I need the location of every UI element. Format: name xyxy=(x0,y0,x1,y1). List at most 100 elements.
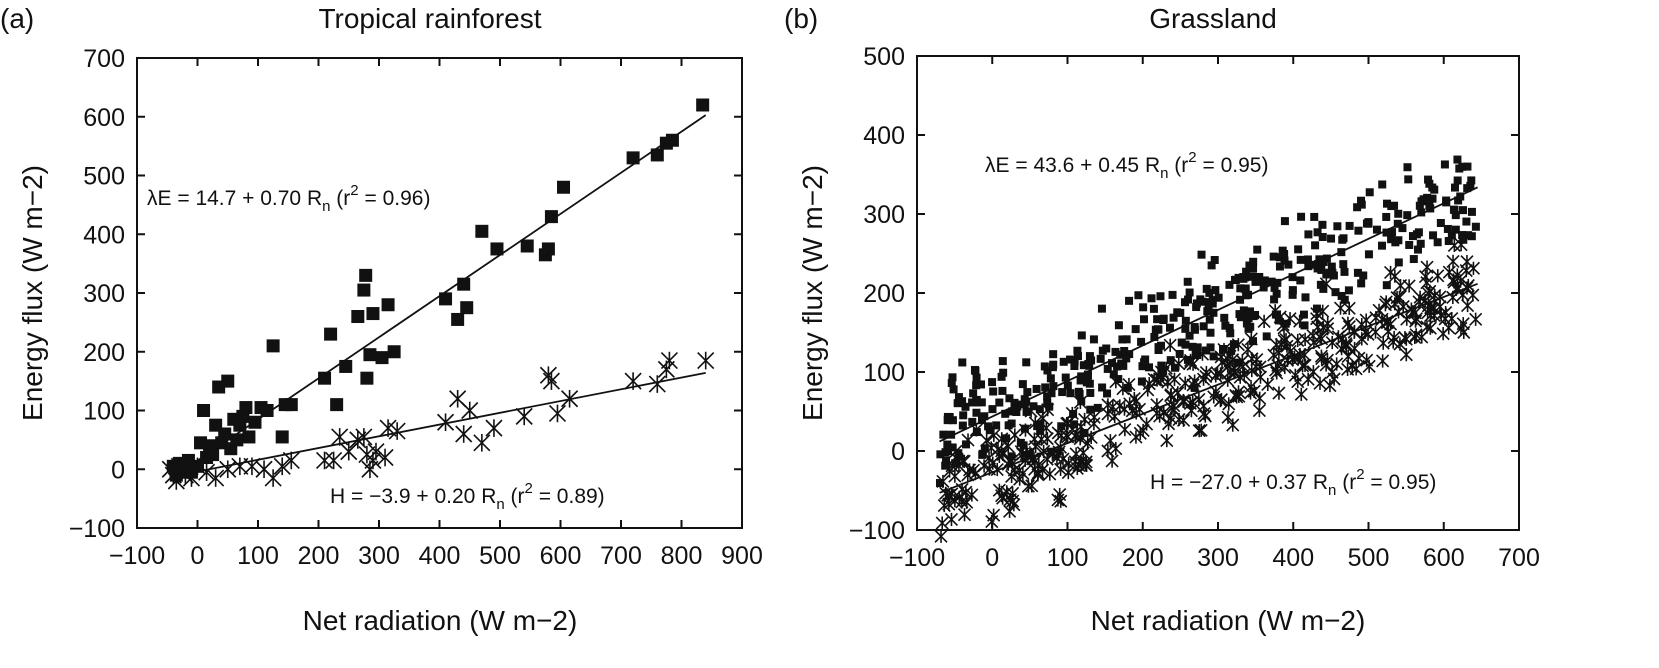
le-point xyxy=(1280,256,1289,265)
le-point xyxy=(1045,402,1054,411)
x-tick-label: 600 xyxy=(1423,544,1465,572)
x-tick-label: 200 xyxy=(298,542,340,570)
h-equation-b: H = −27.0 + 0.37 Rn (r2 = 0.95) xyxy=(1150,466,1436,499)
x-tick-label: 700 xyxy=(1498,544,1540,572)
h-point xyxy=(1197,406,1211,421)
x-tick-label: 400 xyxy=(1272,544,1314,572)
le-point xyxy=(1098,383,1107,392)
le-point xyxy=(1236,313,1245,322)
le-point xyxy=(976,380,985,389)
le-point xyxy=(387,345,401,359)
h-point xyxy=(1056,452,1070,466)
le-point xyxy=(1329,271,1338,280)
le-point xyxy=(1221,321,1230,330)
panel-grassland: (b) Grassland −100 0 100 200 300 400 500 600 700… xyxy=(784,3,1540,636)
le-point xyxy=(1183,277,1192,286)
le-point xyxy=(230,433,244,447)
h-point xyxy=(1272,346,1286,360)
le-point xyxy=(1066,389,1075,398)
h-point xyxy=(1319,277,1333,291)
le-point xyxy=(1296,276,1305,285)
le-point xyxy=(1116,350,1125,359)
le-point xyxy=(1209,352,1218,361)
le-point xyxy=(1076,376,1085,385)
x-tick-label: 100 xyxy=(237,542,279,570)
h-point xyxy=(1221,410,1235,424)
h-point xyxy=(1368,325,1383,339)
le-point xyxy=(995,398,1004,407)
le-point xyxy=(1140,358,1149,367)
h-point xyxy=(539,366,557,385)
le-point xyxy=(1382,281,1391,290)
le-point xyxy=(1111,347,1120,356)
le-point xyxy=(1073,346,1082,355)
h-point xyxy=(1376,336,1390,350)
le-point xyxy=(1036,426,1045,435)
panel-tropical-rainforest: (a) Tropical rainforest −100 0 100 200 300 40… xyxy=(0,3,763,636)
h-point xyxy=(1053,487,1067,502)
le-point xyxy=(1083,370,1092,379)
le-point xyxy=(1270,295,1279,304)
le-point xyxy=(999,368,1008,377)
le-point xyxy=(1430,185,1439,194)
le-point xyxy=(1220,313,1229,322)
le-point xyxy=(275,430,289,444)
le-point xyxy=(1058,388,1067,397)
x-tick-label: 900 xyxy=(721,542,763,570)
le-point xyxy=(1463,184,1472,193)
le-point xyxy=(1188,342,1197,351)
h-point xyxy=(1164,389,1178,403)
le-point xyxy=(1236,284,1245,293)
le-point xyxy=(1433,238,1442,247)
le-point xyxy=(1205,288,1214,297)
h-point xyxy=(1210,366,1225,380)
h-point xyxy=(1291,375,1305,389)
le-point xyxy=(1339,234,1348,243)
y-tick-label: −100 xyxy=(69,515,125,543)
le-point xyxy=(1280,217,1289,226)
le-point xyxy=(1262,332,1271,341)
h-point xyxy=(1199,365,1213,380)
le-point xyxy=(1304,262,1313,271)
le-point xyxy=(1403,211,1412,220)
h-point xyxy=(1008,428,1022,442)
le-point xyxy=(1214,293,1223,302)
le-point xyxy=(1403,163,1412,172)
h-point xyxy=(1269,363,1283,377)
h-point xyxy=(1434,308,1448,322)
axis-ticks-a: −100 0 100 200 300 400 500 600 700 800 900 −100 0 100… xyxy=(69,45,763,570)
y-tick-label: 300 xyxy=(83,280,125,308)
le-point xyxy=(1390,201,1399,210)
le-point xyxy=(1153,315,1162,324)
y-tick-label: 100 xyxy=(863,359,905,387)
le-point xyxy=(1459,235,1468,244)
h-point xyxy=(1087,417,1101,431)
le-point xyxy=(1415,201,1424,210)
le-point xyxy=(1269,252,1278,261)
h-point xyxy=(461,401,479,420)
h-point xyxy=(996,447,1010,461)
le-point xyxy=(1233,358,1242,367)
le-point xyxy=(1313,228,1322,237)
panel-label-b: (b) xyxy=(784,3,818,34)
le-point xyxy=(1093,403,1102,412)
le-point xyxy=(1063,381,1072,390)
h-point xyxy=(1253,391,1267,405)
h-point xyxy=(1330,357,1344,371)
h-point xyxy=(1420,260,1434,274)
chart-title-b: Grassland xyxy=(1149,3,1277,34)
h-point xyxy=(1352,351,1366,365)
le-point xyxy=(972,408,981,417)
le-point xyxy=(1227,346,1236,355)
h-point xyxy=(1420,276,1434,290)
le-point xyxy=(218,427,232,441)
le-point xyxy=(359,268,373,282)
le-point xyxy=(1327,262,1336,271)
le-point xyxy=(958,397,967,406)
h-point xyxy=(1167,372,1182,386)
le-point xyxy=(1383,199,1392,208)
h-point xyxy=(1257,314,1271,329)
le-point xyxy=(1357,279,1366,288)
le-point xyxy=(1119,361,1128,370)
le-point xyxy=(1002,434,1011,443)
